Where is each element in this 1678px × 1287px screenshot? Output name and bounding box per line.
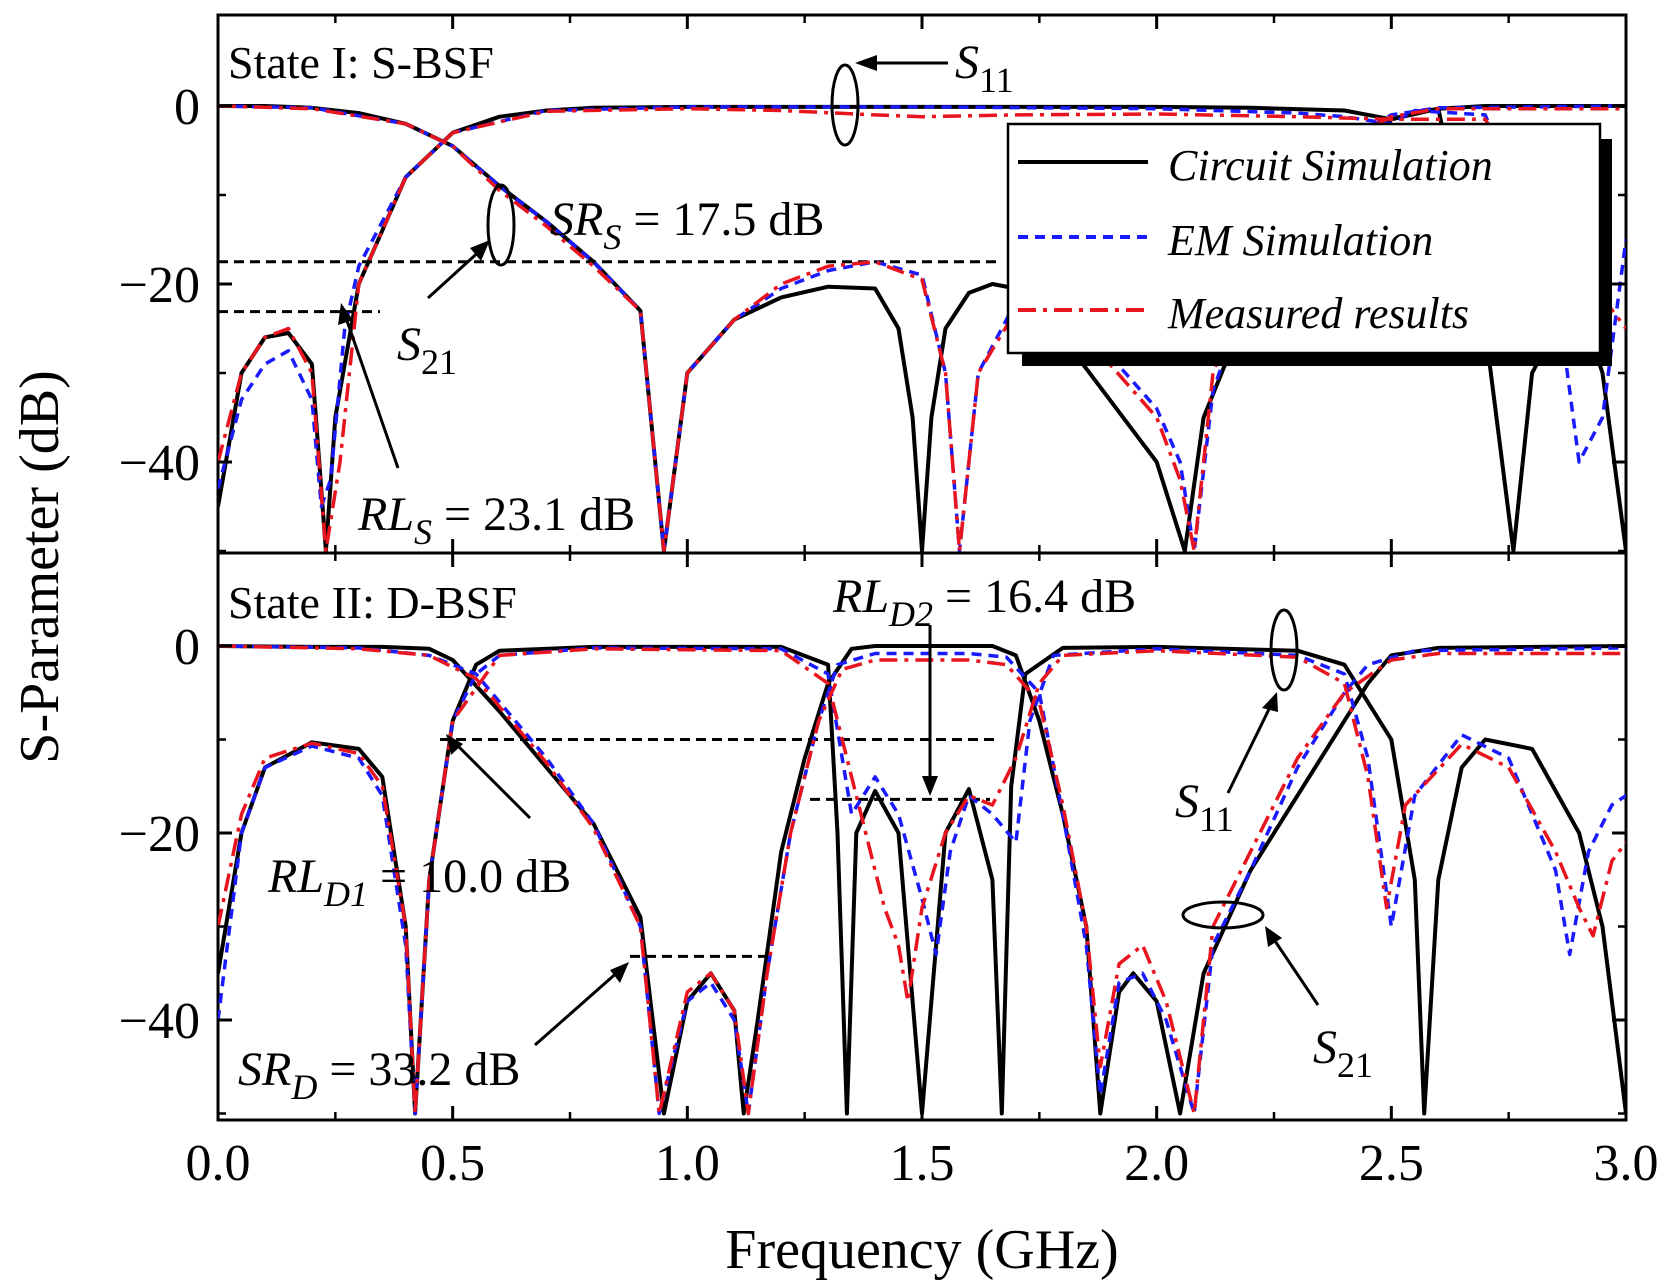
series-line-em (218, 646, 1626, 1116)
s11-label-bottom: S11 (1175, 775, 1234, 839)
legend: Circuit Simulation EM Simulation Measure… (1006, 122, 1612, 366)
panel-title-top: State I: S-BSF (228, 37, 494, 88)
rl-d2-label-bottom: RLD2 = 16.4 dB (832, 570, 1136, 634)
y-tick-label: −40 (119, 435, 200, 492)
y-tick-label: 0 (174, 619, 200, 676)
series-line-em (218, 104, 1626, 553)
sr-label-top: SRS = 17.5 dB (550, 193, 824, 257)
reference-lines-bottom (440, 738, 1000, 958)
y-axis-ticks-top: 0 −20 −40 (119, 79, 1626, 553)
x-tick-label: 0.0 (186, 1135, 251, 1192)
x-tick-label: 2.5 (1359, 1135, 1424, 1192)
series-line-measured (218, 106, 1626, 553)
x-tick-label: 3.0 (1594, 1135, 1659, 1192)
s21-arrowhead-bottom (1265, 926, 1282, 947)
x-tick-label: 0.5 (420, 1135, 485, 1192)
s21-label-top: S21 (397, 318, 457, 382)
sr-d-arrow-bottom (534, 968, 621, 1047)
legend-label-circuit: Circuit Simulation (1168, 141, 1493, 190)
s11-arrowhead-bottom (1262, 692, 1278, 712)
s21-arrow-bottom (1271, 937, 1320, 1006)
rl-d2-arrowhead-bottom (922, 776, 938, 796)
legend-label-measured: Measured results (1167, 289, 1469, 338)
panel-state-1: 0 −20 −40 State I: S-BSF S11 S21 SRS = 17.… (119, 13, 1628, 555)
series-group-bottom (218, 644, 1626, 1116)
rl-d1-label-bottom: RLD1 = 10.0 dB (267, 850, 571, 914)
s11-arrowhead-top (855, 55, 877, 71)
s21-label-bottom: S21 (1313, 1021, 1373, 1085)
s11-label-top: S11 (955, 36, 1014, 100)
y-tick-label: −20 (119, 806, 200, 863)
s21-ellipse-top (486, 183, 516, 267)
x-tick-label: 1.5 (890, 1135, 955, 1192)
rl-label-top: RLS = 23.1 dB (357, 488, 635, 552)
y-tick-label: −40 (119, 993, 200, 1050)
y-axis-ticks-bottom: 0 −20 −40 (119, 619, 1626, 1115)
x-tick-label: 2.0 (1124, 1135, 1189, 1192)
plot-frame-bottom (216, 551, 1628, 1122)
x-axis-title: Frequency (GHz) (725, 1219, 1118, 1281)
x-axis-ticks: 0.0 0.5 1.0 1.5 2.0 2.5 3.0 (186, 15, 1659, 1192)
s11-arrow-bottom (1226, 702, 1274, 794)
panel-state-2: 0 −20 −40 State II: D-BSF RLD2 = 16.4 dB S… (119, 551, 1628, 1122)
series-line-measured (218, 647, 1626, 1116)
y-tick-label: −20 (119, 257, 200, 314)
s21-arrowhead-top (470, 240, 490, 261)
rl-arrowhead-top (338, 303, 353, 325)
s21-arrow-top (426, 246, 485, 300)
s11-ellipse-top (830, 63, 860, 147)
legend-label-em: EM Simulation (1167, 216, 1433, 265)
x-tick-label: 1.0 (655, 1135, 720, 1192)
rl-d1-arrow-bottom (453, 741, 532, 820)
sr-d-arrowhead-bottom (610, 962, 629, 983)
panel-title-bottom: State II: D-BSF (228, 577, 517, 628)
s11-ellipse-bottom (1269, 608, 1299, 692)
sr-d-label-bottom: SRD = 33.2 dB (238, 1043, 520, 1107)
y-tick-label: 0 (174, 79, 200, 136)
s21-ellipse-bottom (1181, 900, 1265, 930)
y-axis-title: S-Parameter (dB) (9, 370, 71, 763)
rl-d1-arrowhead-bottom (446, 734, 463, 755)
rl-arrow-top (343, 314, 400, 469)
series-line-em (218, 644, 1626, 1116)
